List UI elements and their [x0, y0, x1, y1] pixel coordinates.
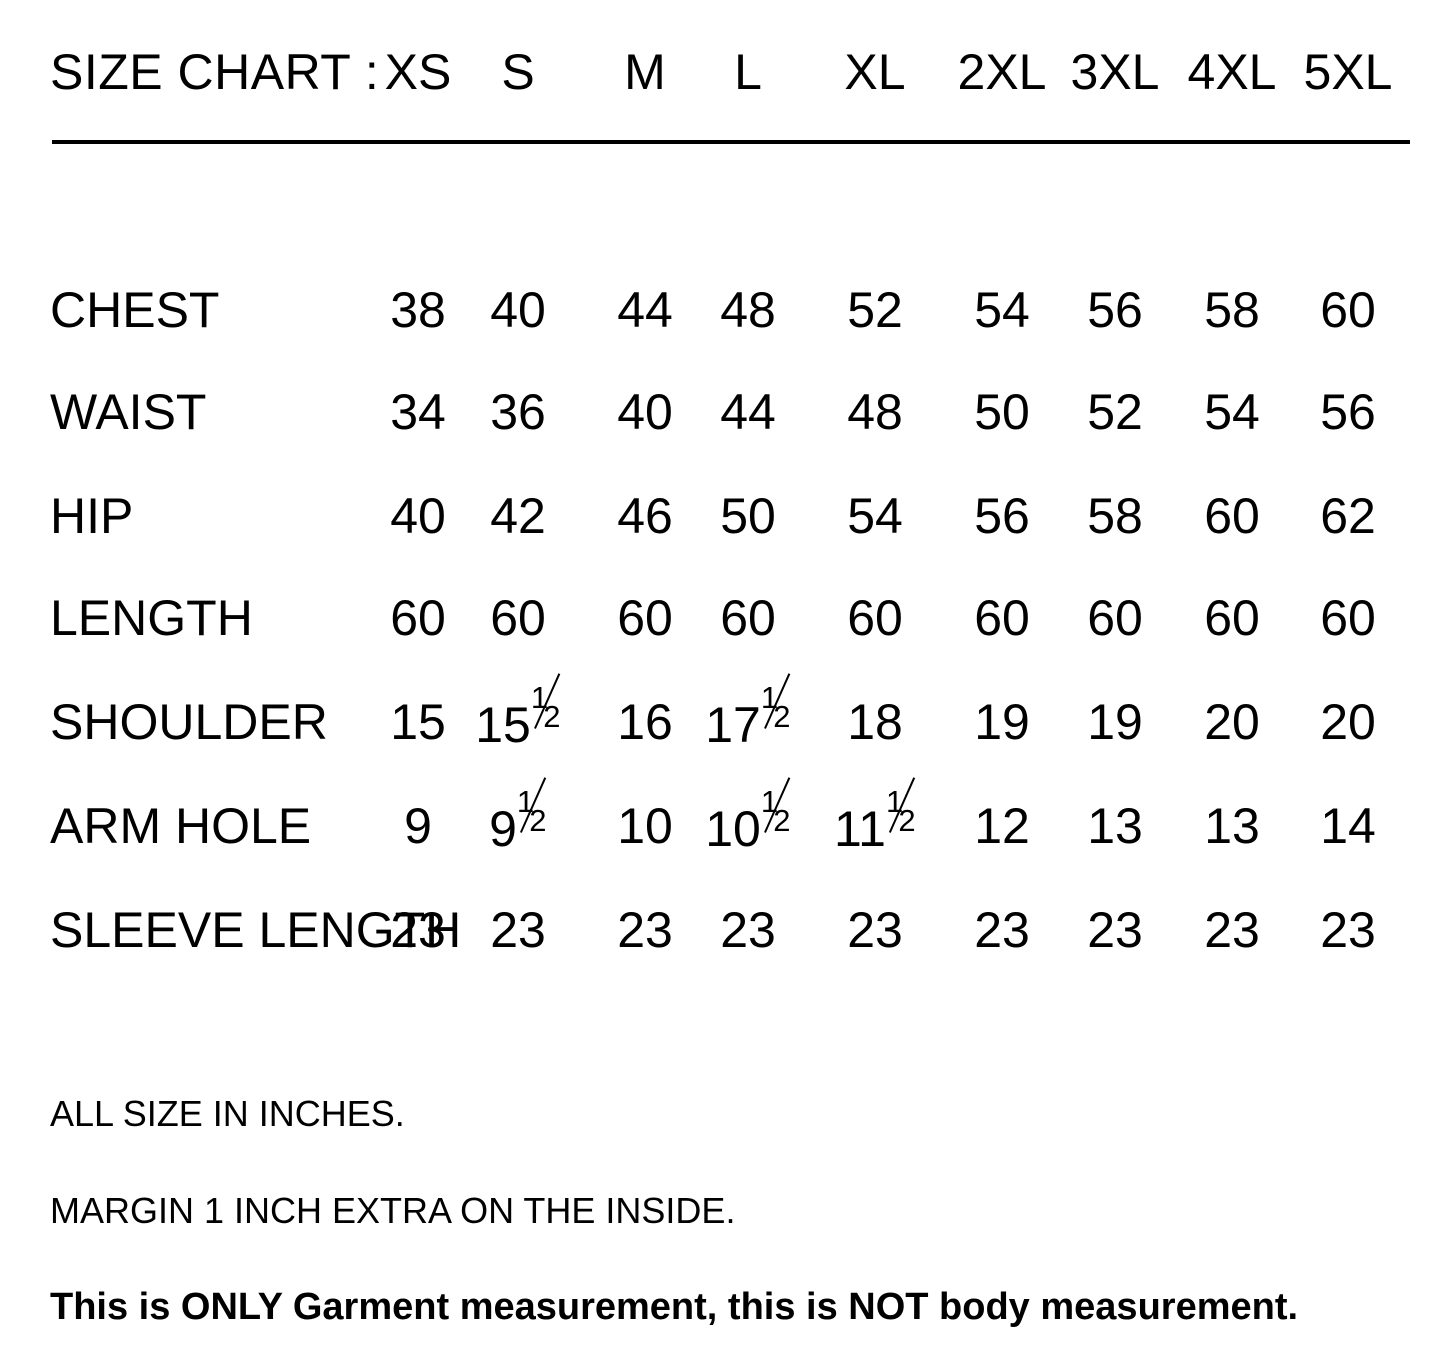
measurement-cell: 18 [847, 694, 903, 750]
measurement-cell: 50 [720, 488, 776, 544]
size-column-header: 5XL [1303, 44, 1393, 100]
footer-note: This is ONLY Garment measurement, this i… [50, 1286, 1299, 1328]
measurement-row-label: SLEEVE LENGTH [50, 902, 462, 958]
measurement-cell: 58 [1204, 282, 1260, 338]
measurement-cell: 58 [1087, 488, 1143, 544]
measurement-cell: 54 [1204, 384, 1260, 440]
measurement-cell: 13 [1087, 798, 1143, 854]
measurement-cell: 19 [974, 694, 1030, 750]
size-column-header: 3XL [1070, 44, 1160, 100]
measurement-cell: 60 [847, 590, 903, 646]
measurement-cell: 34 [390, 384, 446, 440]
measurement-cell: 48 [720, 282, 776, 338]
measurement-cell: 14 [1320, 798, 1376, 854]
measurement-cell: 16 [617, 694, 673, 750]
measurement-cell: 60 [974, 590, 1030, 646]
size-column-header: 4XL [1187, 44, 1277, 100]
measurement-cell: 23 [974, 902, 1030, 958]
measurement-cell: 54 [974, 282, 1030, 338]
measurement-cell: 60 [617, 590, 673, 646]
measurement-cell: 52 [1087, 384, 1143, 440]
measurement-cell: 60 [490, 590, 546, 646]
measurement-cell: 23 [1204, 902, 1260, 958]
measurement-cell: 19 [1087, 694, 1143, 750]
measurement-cell: 62 [1320, 488, 1376, 544]
measurement-cell: 56 [1087, 282, 1143, 338]
measurement-cell: 9 [404, 798, 432, 854]
measurement-cell: 11 1 2 [834, 777, 916, 859]
measurement-cell: 40 [390, 488, 446, 544]
measurement-cell: 20 [1204, 694, 1260, 750]
footer-note: ALL SIZE IN INCHES. [50, 1093, 405, 1134]
measurement-cell: 10 [617, 798, 673, 854]
measurement-cell: 50 [974, 384, 1030, 440]
measurement-cell: 13 [1204, 798, 1260, 854]
measurement-cell: 60 [1204, 590, 1260, 646]
measurement-row-label: CHEST [50, 282, 220, 338]
page-title: SIZE CHART : [50, 44, 380, 100]
measurement-cell: 52 [847, 282, 903, 338]
measurement-cell: 60 [390, 590, 446, 646]
footer-note: MARGIN 1 INCH EXTRA ON THE INSIDE. [50, 1190, 736, 1231]
measurement-cell: 38 [390, 282, 446, 338]
size-column-header: XS [384, 44, 452, 100]
measurement-cell: 20 [1320, 694, 1376, 750]
measurement-cell: 42 [490, 488, 546, 544]
size-column-header: L [734, 44, 762, 100]
measurement-cell: 23 [390, 902, 446, 958]
measurement-row-label: WAIST [50, 384, 207, 440]
header-divider [52, 140, 1410, 144]
measurement-cell: 46 [617, 488, 673, 544]
measurement-cell: 60 [1087, 590, 1143, 646]
measurement-cell: 15 [390, 694, 446, 750]
measurement-cell: 40 [490, 282, 546, 338]
measurement-cell: 40 [617, 384, 673, 440]
measurement-row-label: ARM HOLE [50, 798, 312, 854]
measurement-cell: 15 1 2 [475, 673, 561, 755]
measurement-cell: 23 [1320, 902, 1376, 958]
measurement-cell: 23 [1087, 902, 1143, 958]
measurement-cell: 56 [1320, 384, 1376, 440]
measurement-cell: 56 [974, 488, 1030, 544]
measurement-cell: 60 [1204, 488, 1260, 544]
measurement-cell: 10 1 2 [705, 777, 791, 859]
size-column-header: XL [844, 44, 906, 100]
measurement-cell: 23 [490, 902, 546, 958]
measurement-cell: 23 [847, 902, 903, 958]
size-column-header: M [624, 44, 666, 100]
measurement-cell: 60 [720, 590, 776, 646]
measurement-cell: 60 [1320, 590, 1376, 646]
measurement-cell: 54 [847, 488, 903, 544]
measurement-cell: 44 [720, 384, 776, 440]
measurement-row-label: HIP [50, 488, 134, 544]
measurement-row-label: LENGTH [50, 590, 253, 646]
measurement-cell: 12 [974, 798, 1030, 854]
measurement-cell: 23 [720, 902, 776, 958]
measurement-cell: 48 [847, 384, 903, 440]
measurement-cell: 60 [1320, 282, 1376, 338]
measurement-cell: 17 1 2 [705, 673, 791, 755]
size-column-header: 2XL [957, 44, 1047, 100]
measurement-cell: 36 [490, 384, 546, 440]
measurement-cell: 23 [617, 902, 673, 958]
measurement-cell: 44 [617, 282, 673, 338]
measurement-row-label: SHOULDER [50, 694, 328, 750]
size-column-header: S [501, 44, 535, 100]
